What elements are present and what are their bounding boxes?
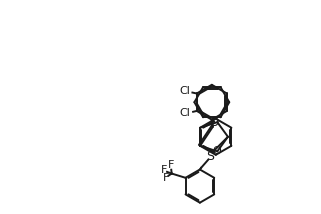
Text: F: F [168, 160, 174, 171]
Text: Cl: Cl [179, 108, 190, 118]
Text: F: F [160, 165, 167, 175]
Text: S: S [206, 150, 214, 163]
Text: Cl: Cl [179, 86, 190, 96]
Text: F: F [163, 173, 169, 183]
Text: O: O [209, 116, 219, 129]
Text: O: O [212, 146, 221, 156]
